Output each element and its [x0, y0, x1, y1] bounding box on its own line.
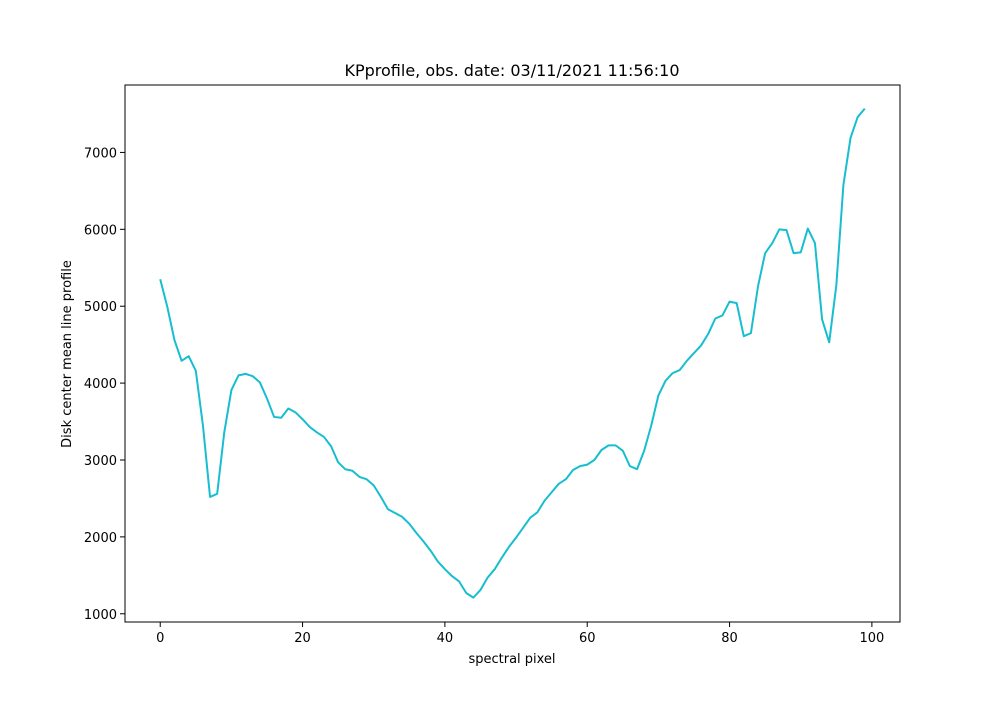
- y-tick-label: 3000: [84, 454, 117, 469]
- y-tick-label: 6000: [84, 223, 117, 238]
- x-tick-label: 0: [156, 631, 164, 646]
- chart-title: KPprofile, obs. date: 03/11/2021 11:56:1…: [344, 61, 679, 80]
- line: [159, 107, 866, 599]
- y-tick-label: 2000: [84, 531, 117, 546]
- y-tick-label: 7000: [84, 146, 117, 161]
- y-tick-label: 5000: [84, 300, 117, 315]
- x-tick-label: 40: [437, 631, 454, 646]
- y-axis-label: Disk center mean line profile: [60, 260, 75, 448]
- x-tick-label: 20: [294, 631, 311, 646]
- x-tick-label: 80: [721, 631, 738, 646]
- x-tick-label: 100: [859, 631, 884, 646]
- plot-frame: [124, 84, 901, 623]
- y-tick-label: 1000: [84, 608, 117, 623]
- x-tick-label: 60: [579, 631, 596, 646]
- x-axis-label: spectral pixel: [468, 652, 555, 667]
- y-tick-label: 4000: [84, 377, 117, 392]
